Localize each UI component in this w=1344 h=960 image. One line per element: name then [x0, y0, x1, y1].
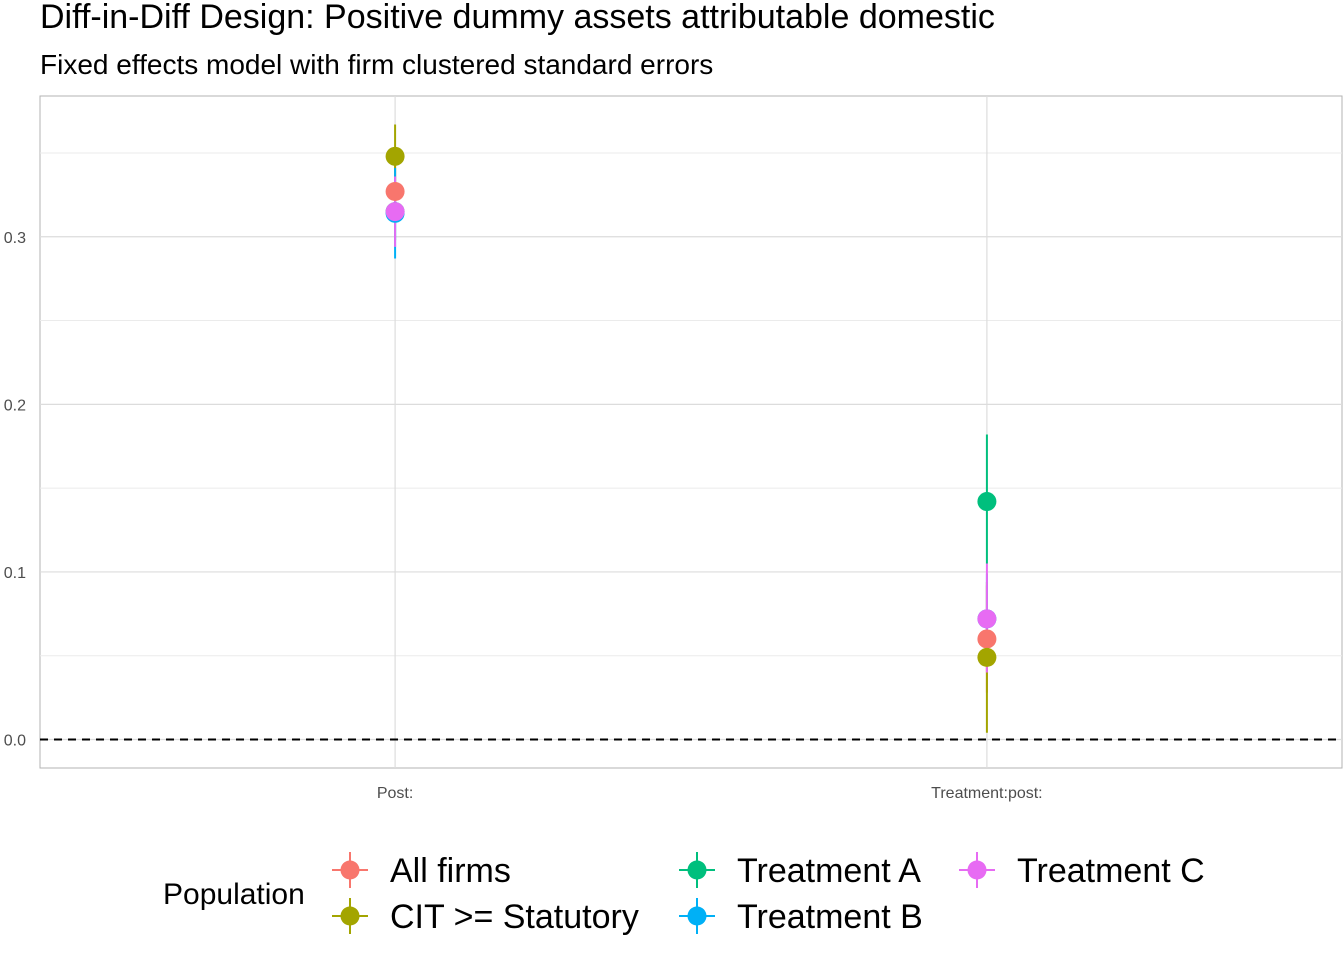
legend: All firms CIT >= Statutory Treatment A Trea… — [332, 852, 1205, 936]
point-estimate — [385, 202, 405, 222]
chart-subtitle: Fixed effects model with firm clustered … — [40, 49, 713, 80]
plot-panel — [39, 95, 1343, 769]
legend-label: Treatment B — [737, 898, 923, 936]
data-marks — [385, 124, 997, 733]
legend-label: All firms — [390, 852, 511, 890]
y-tick-label: 0.3 — [4, 230, 26, 247]
y-tick-label: 0.2 — [4, 397, 26, 414]
chart-title: Diff-in-Diff Design: Positive dummy asse… — [40, 0, 995, 36]
legend-key-point — [687, 906, 707, 926]
legend-key-point — [340, 906, 360, 926]
point-estimate — [977, 647, 997, 667]
legend-label: Treatment A — [737, 852, 921, 890]
y-tick-label: 0.1 — [4, 565, 26, 582]
x-tick-label: Treatment:post: — [931, 785, 1042, 802]
legend-label: CIT >= Statutory — [390, 898, 639, 936]
legend-key-point — [687, 860, 707, 880]
x-axis: Post: Treatment:post: — [377, 785, 1043, 802]
point-estimate — [385, 182, 405, 202]
legend-key-point — [967, 860, 987, 880]
legend-key-point — [340, 860, 360, 880]
legend-label: Treatment C — [1017, 852, 1205, 890]
y-axis: 0.0 0.1 0.2 0.3 — [4, 230, 26, 750]
legend-title: Population — [163, 878, 305, 911]
point-estimate — [977, 629, 997, 649]
point-estimate — [385, 146, 405, 166]
point-estimate — [977, 609, 997, 629]
point-estimate — [977, 492, 997, 512]
y-tick-label: 0.0 — [4, 733, 26, 750]
x-tick-label: Post: — [377, 785, 413, 802]
